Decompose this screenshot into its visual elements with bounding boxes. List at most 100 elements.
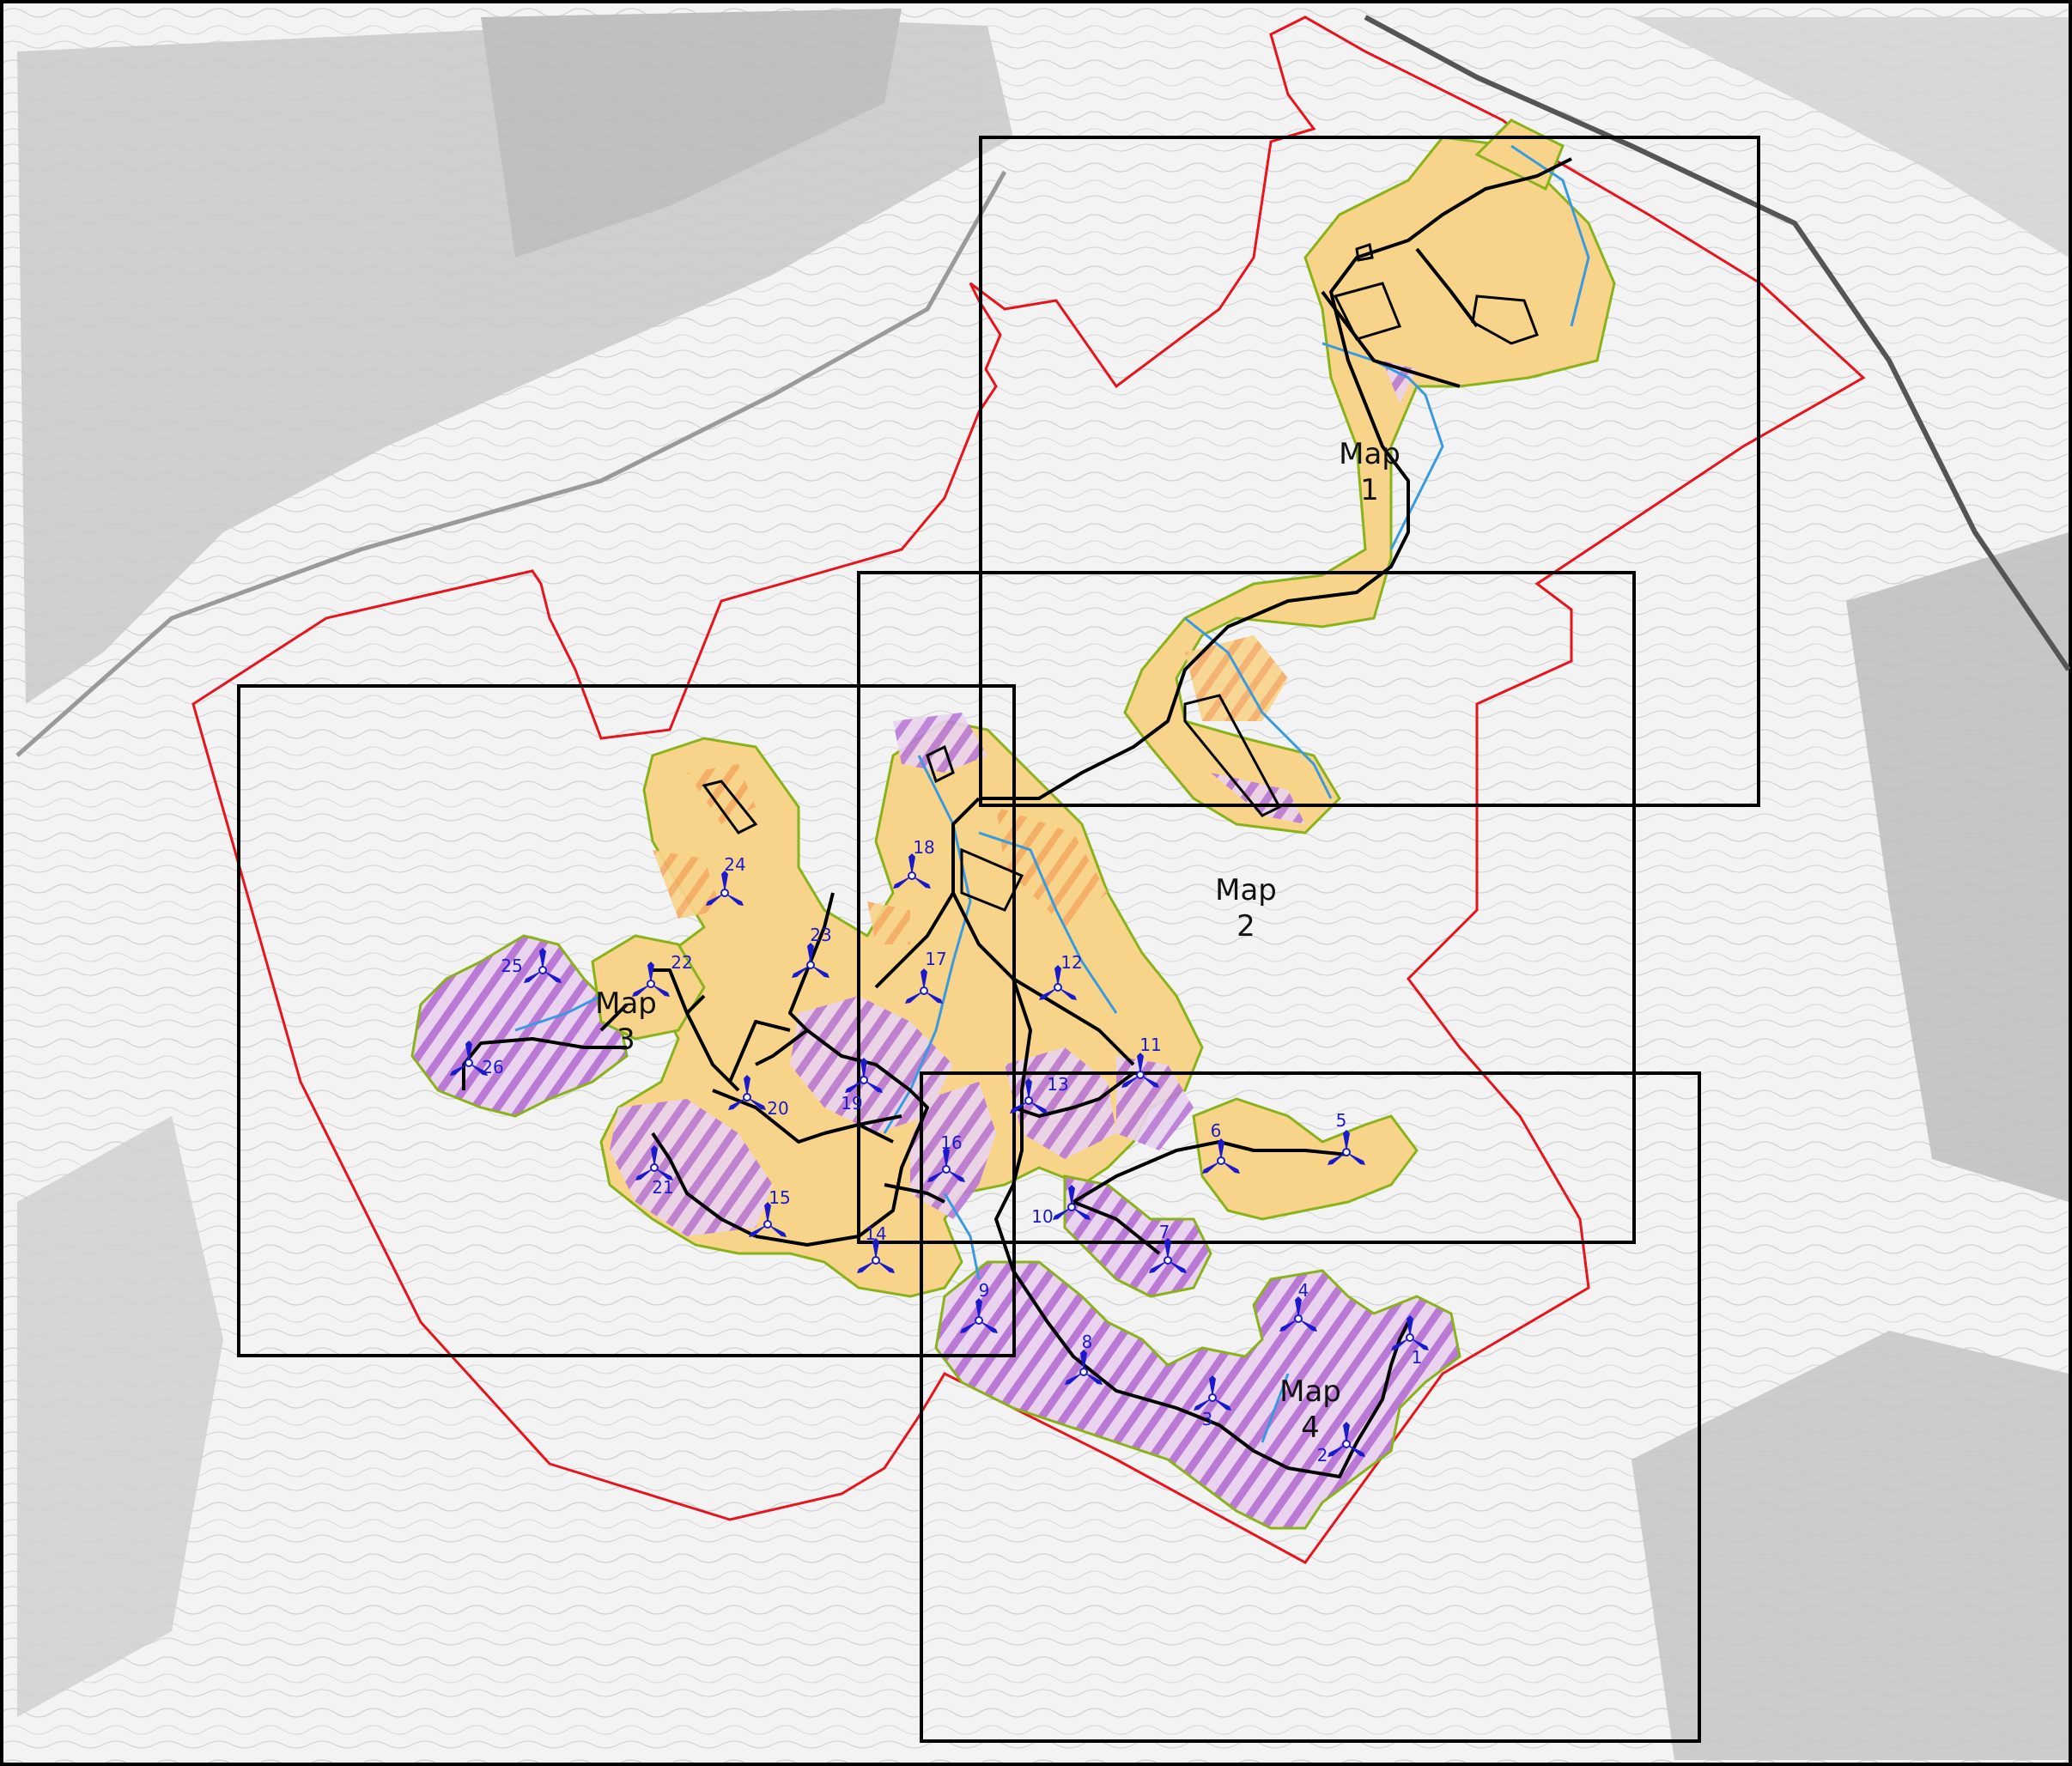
map-4-label-word: Map (1279, 1375, 1341, 1409)
turbine-12[interactable]: 12 (1039, 952, 1083, 1000)
turbine-23[interactable]: 23 (792, 925, 832, 978)
map-2-label-num: 2 (1237, 909, 1255, 944)
turbine-18[interactable]: 18 (893, 837, 935, 889)
turbine-3[interactable]: 3 (1194, 1375, 1231, 1429)
wind-turbine-icon (845, 1058, 883, 1093)
wind-turbine-icon (1010, 1078, 1048, 1114)
turbine-hub (1136, 1071, 1145, 1079)
wind-turbine-icon (792, 943, 829, 978)
turbine-hub (920, 986, 928, 995)
wind-turbine-icon (893, 853, 931, 889)
wind-turbine-icon (1202, 1138, 1240, 1174)
turbine-8[interactable]: 8 (1065, 1332, 1103, 1385)
turbine-number: 15 (769, 1187, 790, 1208)
turbine-9[interactable]: 9 (960, 1280, 998, 1333)
wind-turbine-icon (1053, 1185, 1091, 1220)
turbine-4[interactable]: 4 (1279, 1280, 1317, 1332)
wind-turbine-icon (857, 1238, 895, 1273)
turbine-number: 16 (940, 1132, 962, 1153)
wind-turbine-icon (1121, 1053, 1159, 1088)
turbine-13[interactable]: 13 (1010, 1074, 1069, 1114)
turbine-2[interactable]: 2 (1317, 1422, 1365, 1466)
wind-turbine-icon (1328, 1422, 1365, 1457)
turbine-number: 8 (1082, 1332, 1093, 1352)
wind-turbine-icon (524, 948, 562, 983)
turbine-26[interactable]: 26 (450, 1041, 504, 1077)
turbine-10[interactable]: 10 (1031, 1185, 1091, 1227)
turbine-hub (763, 1220, 772, 1229)
map-1-label-num: 1 (1360, 473, 1379, 507)
constraint-hatch-zones (610, 361, 1417, 1236)
turbine-number: 23 (810, 925, 831, 945)
turbine-hub (1208, 1393, 1217, 1402)
turbine-hub (1079, 1368, 1088, 1376)
map-3-label-num: 3 (617, 1023, 635, 1057)
site-boundary (191, 15, 1866, 1564)
turbine-hub (1342, 1440, 1351, 1448)
turbine-hub (860, 1076, 868, 1084)
turbine-24[interactable]: 24 (706, 854, 746, 906)
wind-turbine-icon (749, 1202, 787, 1237)
turbine-hub (647, 980, 655, 988)
turbine-number: 22 (671, 952, 692, 973)
turbine-hub (1054, 983, 1062, 992)
turbine-hub (1342, 1148, 1351, 1156)
turbine-21[interactable]: 21 (635, 1145, 674, 1198)
turbine-number: 11 (1139, 1035, 1161, 1055)
wind-turbine-icon (960, 1298, 998, 1333)
turbine-number: 24 (724, 854, 745, 875)
turbine-1[interactable]: 1 (1391, 1315, 1429, 1368)
turbine-5[interactable]: 5 (1328, 1110, 1365, 1165)
turbine-16[interactable]: 16 (927, 1132, 965, 1182)
turbine-17[interactable]: 17 (905, 949, 947, 1004)
turbine-hub (872, 1256, 880, 1265)
wind-turbine-icon (728, 1075, 766, 1110)
turbine-11[interactable]: 11 (1121, 1035, 1162, 1088)
turbine-22[interactable]: 22 (632, 952, 693, 997)
turbine-hub (806, 961, 815, 969)
turbine-7[interactable]: 7 (1149, 1222, 1187, 1273)
turbine-hub (538, 966, 547, 974)
compound-outlines (702, 243, 1539, 912)
turbine-number: 4 (1298, 1280, 1309, 1301)
turbine-number: 21 (652, 1177, 673, 1198)
wind-turbine-icon (632, 962, 670, 997)
map-labels: Map 1 Map 2 Map 3 Map 4 (595, 437, 1401, 1445)
turbine-number: 2 (1317, 1445, 1328, 1466)
map-1-label-word: Map (1339, 437, 1401, 471)
turbine-number: 20 (767, 1098, 788, 1119)
turbine-hub (1067, 1203, 1076, 1211)
map-sheet-frames (237, 136, 1760, 1743)
turbine-20[interactable]: 20 (728, 1075, 789, 1119)
turbine-hub (942, 1165, 951, 1174)
turbine-hub (1164, 1256, 1172, 1265)
wind-turbine-icon (635, 1145, 673, 1180)
turbine-hub (908, 871, 916, 880)
wind-turbine-icon (1279, 1296, 1317, 1332)
map-2-label-word: Map (1215, 873, 1277, 907)
turbine-number: 19 (841, 1093, 862, 1114)
turbine-number: 13 (1047, 1074, 1068, 1095)
valley-road (15, 170, 1007, 757)
wind-turbine-icon (905, 968, 943, 1004)
forest-areas (17, 9, 2069, 1760)
turbine-6[interactable]: 6 (1202, 1120, 1240, 1174)
wind-turbine-icon (1194, 1375, 1231, 1411)
turbine-hub (975, 1316, 983, 1325)
turbine-15[interactable]: 15 (749, 1187, 791, 1237)
turbine-hub (465, 1059, 473, 1067)
turbine-number: 18 (913, 837, 934, 858)
turbine-hub (1294, 1314, 1303, 1323)
turbine-14[interactable]: 14 (857, 1223, 895, 1273)
wind-turbine-icon (1391, 1315, 1429, 1350)
wind-turbine-icon (1328, 1130, 1365, 1165)
turbine-hub (1217, 1156, 1225, 1165)
turbine-number: 12 (1060, 952, 1082, 973)
turbine-markers: 1234567891011121314151617181920212223242… (450, 837, 1429, 1466)
railway-line (1364, 15, 2071, 671)
turbine-number: 25 (501, 956, 522, 976)
turbine-number: 7 (1159, 1222, 1170, 1242)
turbine-25[interactable]: 25 (501, 948, 562, 983)
turbine-19[interactable]: 19 (841, 1058, 883, 1114)
turbine-hub (1024, 1096, 1033, 1105)
